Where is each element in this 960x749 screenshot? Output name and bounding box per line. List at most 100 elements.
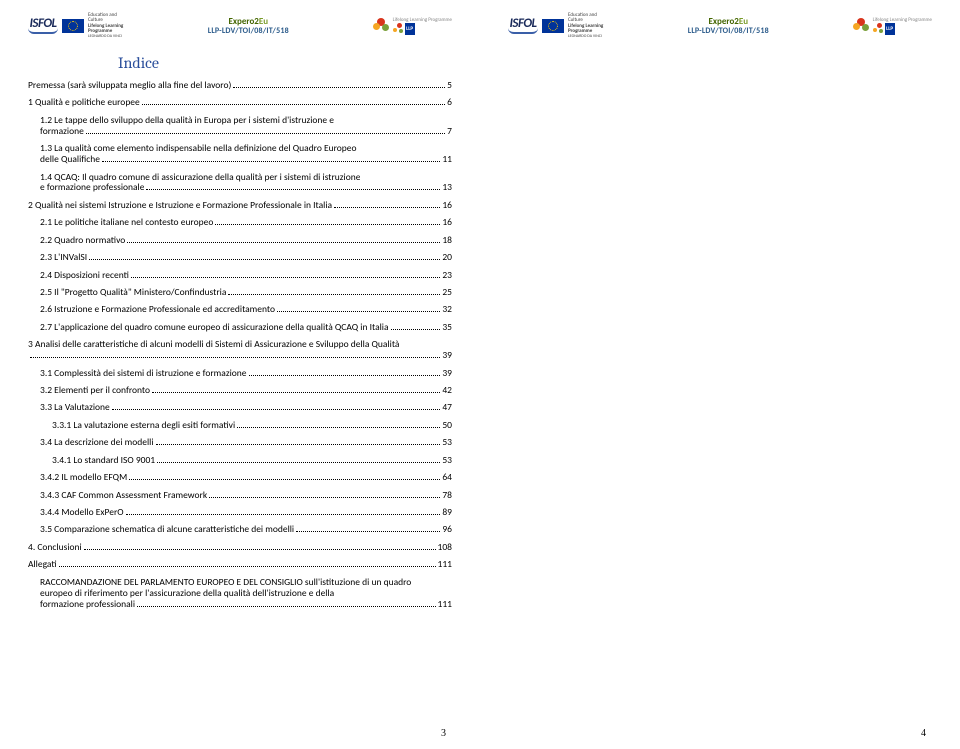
leader-dots [86, 133, 445, 134]
toc-entry: 1.2 Le tappe dello sviluppo della qualit… [28, 115, 452, 137]
llp-box-icon-r: LLP [885, 23, 895, 35]
toc-text: 3.4.3 CAF Common Assessment Framework [40, 490, 207, 501]
toc-entry: 2 Qualità nei sistemi Istruzione e Istru… [28, 200, 452, 211]
leader-dots [30, 357, 440, 358]
toc-text: Allegati [28, 559, 57, 570]
toc-text: 2.5 Il "Progetto Qualità" Ministero/Conf… [40, 287, 226, 298]
page-right-body [508, 50, 932, 724]
toc-entry: 2.5 Il "Progetto Qualità" Ministero/Conf… [28, 287, 452, 298]
toc-text: Premessa (sarà sviluppata meglio alla fi… [28, 80, 231, 91]
toc-text: 3.1 Complessità dei sistemi di istruzion… [40, 368, 247, 379]
leader-dots [59, 566, 436, 567]
toc-entry: 2.2 Quadro normativo 18 [28, 235, 452, 246]
toc-entry: 2.4 Disposizioni recenti 23 [28, 270, 452, 281]
toc-page: 64 [442, 472, 452, 483]
leader-dots [112, 409, 441, 410]
leader-dots [146, 189, 440, 190]
toc-page: 16 [442, 217, 452, 228]
toc-page: 32 [442, 304, 452, 315]
toc-entry: 3.5 Comparazione schematica di alcune ca… [28, 524, 452, 535]
leader-dots [215, 224, 440, 225]
swirl-icon [373, 18, 389, 34]
toc-page: 53 [442, 437, 452, 448]
toc-entry: 2.1 Le politiche italiane nel contesto e… [28, 217, 452, 228]
toc-text: 3.5 Comparazione schematica di alcune ca… [40, 524, 294, 535]
leader-dots [296, 531, 440, 532]
toc-text: 3.2 Elementi per il confronto [40, 385, 150, 396]
llp-box-icon: LLP [405, 23, 415, 35]
toc-page: 108 [438, 542, 452, 553]
toc-page: 78 [442, 490, 452, 501]
leader-dots [334, 207, 440, 208]
llp-code-r: LLP-LDV/TOI/08/IT/518 [688, 27, 769, 36]
toc-page: 53 [442, 455, 452, 466]
toc-text: 3.3 La Valutazione [40, 402, 110, 413]
toc-page: 42 [442, 385, 452, 396]
toc-page: 89 [442, 507, 452, 518]
toc-entry: 1.3 La qualità come elemento indispensab… [28, 143, 452, 165]
toc-page: 39 [442, 368, 452, 379]
toc-entry: 1.4 QCAQ: Il quadro comune di assicurazi… [28, 172, 452, 194]
leader-dots [233, 87, 445, 88]
llp-box-group-r: Lifelong Learning Programme LLP [873, 18, 932, 35]
toc-page: 5 [447, 80, 452, 91]
logo-isfol-ec-r: ISFOL Education and Culture Lifelong Lea… [508, 13, 604, 39]
toc-text: 4. Conclusioni [28, 542, 82, 553]
toc-entry: Premessa (sarà sviluppata meglio alla fi… [28, 80, 452, 91]
project-title-block-r: Expero2Eu LLP-LDV/TOI/08/IT/518 [688, 17, 769, 36]
toc-entry: 3.1 Complessità dei sistemi di istruzion… [28, 368, 452, 379]
toc-entry: 3.3 La Valutazione 47 [28, 402, 452, 413]
swirl-small-icon [393, 23, 403, 33]
project-title-block: Expero2Eu LLP-LDV/TOI/08/IT/518 [208, 17, 289, 36]
leader-dots [126, 514, 441, 515]
toc-entry: 2.3 L'INValSI20 [28, 252, 452, 263]
toc-entry: 3 Analisi delle caratteristiche di alcun… [28, 339, 452, 361]
header-left: ISFOL Education and Culture Lifelong Lea… [28, 8, 452, 44]
toc-entry: 3.4 La descrizione dei modelli 53 [28, 437, 452, 448]
toc-page: 6 [447, 97, 452, 108]
leader-dots [102, 161, 440, 162]
leader-dots [209, 497, 440, 498]
toc-page: 18 [442, 235, 452, 246]
eu-flag-icon-r [542, 19, 564, 33]
llp-code: LLP-LDV/TOI/08/IT/518 [208, 27, 289, 36]
page-number-left: 3 [28, 724, 452, 739]
page-right: ISFOL Education and Culture Lifelong Lea… [480, 0, 960, 749]
toc-page: 47 [442, 402, 452, 413]
toc-page: 16 [442, 200, 452, 211]
leader-dots [131, 277, 440, 278]
leader-dots [277, 311, 440, 312]
swirl-small-icon-r [873, 23, 883, 33]
toc-text: 2.4 Disposizioni recenti [40, 270, 129, 281]
leader-dots [137, 606, 436, 607]
indice-title: Indice [118, 54, 452, 72]
leader-dots [156, 444, 441, 445]
toc-text: 3.3.1 La valutazione esterna degli esiti… [52, 420, 235, 431]
toc-entry: 3.4.2 IL modello EFQM 64 [28, 472, 452, 483]
toc-text: 3.4 La descrizione dei modelli [40, 437, 154, 448]
leader-dots [89, 259, 440, 260]
toc-text: 2.2 Quadro normativo [40, 235, 125, 246]
page-left: ISFOL Education and Culture Lifelong Lea… [0, 0, 480, 749]
leader-dots [237, 427, 440, 428]
logo-isfol-ec: ISFOL Education and Culture Lifelong Lea… [28, 13, 124, 39]
toc-entry: 3.3.1 La valutazione esterna degli esiti… [28, 420, 452, 431]
isfol-logo: ISFOL [28, 17, 58, 34]
llp-badge-group-r: Lifelong Learning Programme LLP [853, 18, 932, 35]
toc-page: 23 [442, 270, 452, 281]
leader-dots [228, 294, 440, 295]
toc-page: 111 [438, 559, 452, 570]
leader-dots [84, 549, 436, 550]
toc-page: 20 [442, 252, 452, 263]
toc-text: 2 Qualità nei sistemi Istruzione e Istru… [28, 200, 332, 211]
swirl-icon-r [853, 18, 869, 34]
toc-entry: 2.6 Istruzione e Formazione Professional… [28, 304, 452, 315]
toc-entry: Allegati 111 [28, 559, 452, 570]
toc-entry: 4. Conclusioni 108 [28, 542, 452, 553]
toc-text: 3.4.1 Lo standard ISO 9001 [52, 455, 155, 466]
toc-text: 2.1 Le politiche italiane nel contesto e… [40, 217, 213, 228]
toc-text: 3.4.2 IL modello EFQM [40, 472, 127, 483]
toc-page: 35 [442, 322, 452, 333]
toc-entry: 2.7 L'applicazione del quadro comune eur… [28, 322, 452, 333]
header-right: ISFOL Education and Culture Lifelong Lea… [508, 8, 932, 44]
